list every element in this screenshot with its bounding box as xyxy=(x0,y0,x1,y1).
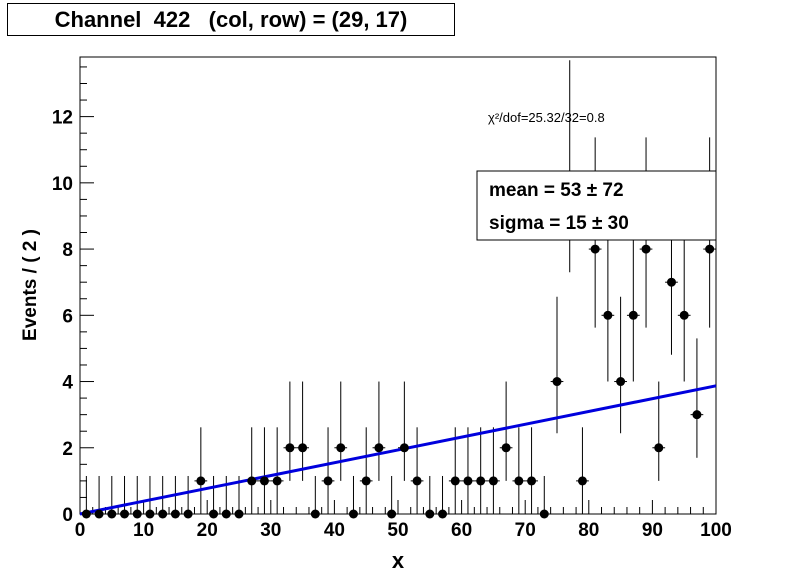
data-point xyxy=(527,476,537,486)
data-point xyxy=(577,476,587,486)
data-point xyxy=(107,509,117,519)
data-point xyxy=(590,244,600,254)
data-point xyxy=(488,476,498,486)
data-point xyxy=(628,310,638,320)
x-tick-label: 10 xyxy=(133,520,154,541)
data-point xyxy=(705,244,715,254)
data-point xyxy=(361,476,371,486)
y-tick-label: 12 xyxy=(52,108,73,129)
data-point xyxy=(387,509,397,519)
data-point xyxy=(412,476,422,486)
x-tick-label: 30 xyxy=(260,520,281,541)
data-point xyxy=(209,509,219,519)
x-tick-label: 60 xyxy=(451,520,472,541)
data-point xyxy=(298,443,308,453)
data-point xyxy=(132,509,142,519)
data-point xyxy=(285,443,295,453)
data-point xyxy=(272,476,282,486)
y-tick-label: 8 xyxy=(62,240,73,261)
y-tick-label: 4 xyxy=(62,373,73,394)
data-point xyxy=(374,443,384,453)
chart-title: Channel 422 (col, row) = (29, 17) xyxy=(7,3,455,36)
data-point xyxy=(348,509,358,519)
data-point xyxy=(450,476,460,486)
data-point xyxy=(120,509,130,519)
y-tick-label: 2 xyxy=(62,439,73,460)
data-point xyxy=(603,310,613,320)
data-point xyxy=(81,509,91,519)
sigma-label: sigma = 15 ± 30 xyxy=(489,213,629,234)
y-axis-title: Events / ( 2 ) xyxy=(20,229,41,341)
y-tick-label: 6 xyxy=(62,306,73,327)
x-tick-label: 90 xyxy=(642,520,663,541)
data-point xyxy=(654,443,664,453)
data-point xyxy=(221,509,231,519)
x-tick-label: 40 xyxy=(324,520,345,541)
data-point xyxy=(399,443,409,453)
data-point xyxy=(196,476,206,486)
x-tick-label: 80 xyxy=(578,520,599,541)
data-point xyxy=(158,509,168,519)
data-point xyxy=(692,410,702,420)
data-point xyxy=(336,443,346,453)
y-tick-label: 0 xyxy=(62,505,73,526)
data-point xyxy=(145,509,155,519)
data-point xyxy=(641,244,651,254)
fit-line xyxy=(79,384,717,516)
x-tick-label: 0 xyxy=(75,520,86,541)
data-point xyxy=(425,509,435,519)
x-tick-label: 100 xyxy=(700,520,732,541)
data-point xyxy=(438,509,448,519)
data-point xyxy=(616,377,626,387)
data-point xyxy=(501,443,511,453)
data-point xyxy=(666,277,676,287)
data-point xyxy=(183,509,193,519)
x-tick-label: 50 xyxy=(387,520,408,541)
stats-box xyxy=(476,170,717,241)
data-point xyxy=(552,377,562,387)
data-point xyxy=(539,509,549,519)
data-point xyxy=(310,509,320,519)
data-point xyxy=(514,476,524,486)
data-point xyxy=(679,310,689,320)
x-axis-title: x xyxy=(392,548,405,572)
data-point xyxy=(463,476,473,486)
y-tick-label: 10 xyxy=(52,174,73,195)
data-point xyxy=(234,509,244,519)
chi2-label: χ²/dof=25.32/32=0.8 xyxy=(488,110,605,125)
x-tick-label: 20 xyxy=(197,520,218,541)
data-point xyxy=(247,476,257,486)
mean-label: mean = 53 ± 72 xyxy=(489,180,624,201)
data-point xyxy=(476,476,486,486)
data-point xyxy=(94,509,104,519)
data-point xyxy=(323,476,333,486)
data-point xyxy=(259,476,269,486)
plot-frame xyxy=(79,56,717,515)
x-tick-label: 70 xyxy=(515,520,536,541)
data-point xyxy=(170,509,180,519)
